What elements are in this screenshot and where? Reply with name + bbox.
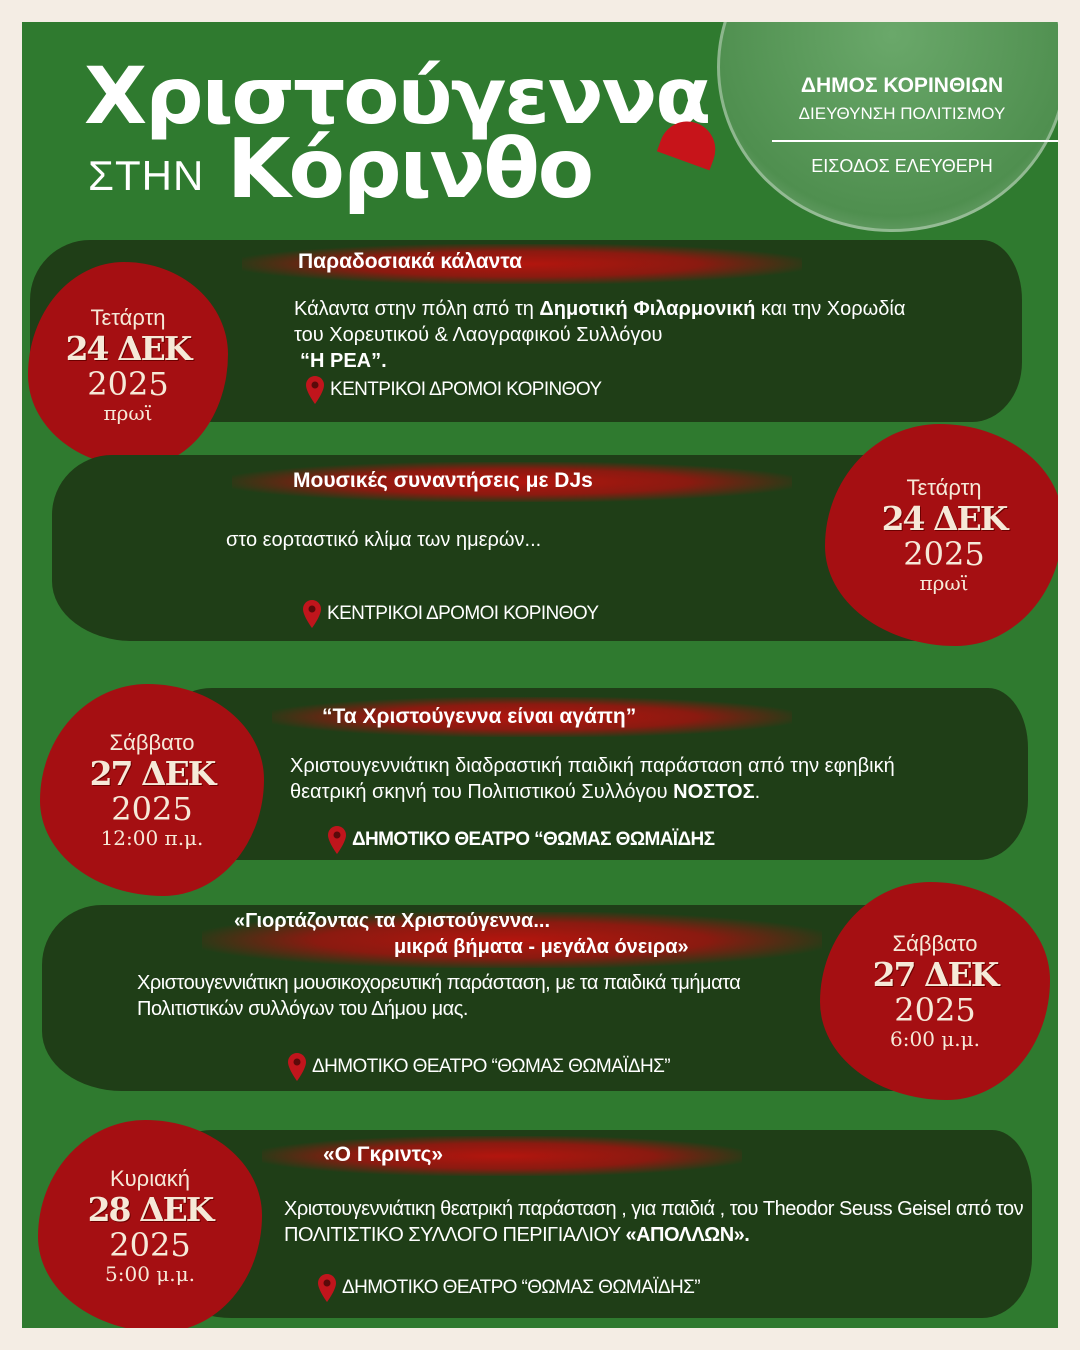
event-description: Χριστουγεννιάτικη θεατρική παράσταση , γ… [284,1196,1024,1248]
event-title: “Τα Χριστούγεννα είναι αγάπη” [322,705,637,728]
date: 27 ΔΕΚ [872,955,1000,994]
title-line2: Κόρινθο [227,122,594,217]
year: 2025 [87,364,169,403]
free-entry: ΕΙΣΟΔΟΣ ΕΛΕΥΘΕΡΗ [811,156,993,176]
desc-text: Κάλαντα στην πόλη από τη [294,298,540,320]
desc-text: και την Χορωδία του Χορευτικού & Λαογραφ… [294,298,906,346]
location-text: ΔΗΜΟΤΙΚΟ ΘΕΑΤΡΟ “ΘΩΜΑΣ ΘΩΜΑΪΔΗΣ [352,829,715,850]
event-title: «Γιορτάζοντας τα Χριστούγεννα... [234,910,551,932]
map-pin-icon [306,376,324,404]
title-band [232,462,792,502]
time: 5:00 μ.μ. [105,1262,195,1286]
day: Τετάρτη [906,475,982,500]
desc-bold: Δημοτική Φιλαρμονική [539,298,756,320]
department: ΔΙΕΥΘΥΝΣΗ ΠΟΛΙΤΙΣΜΟΥ [798,104,1006,123]
event-description: στο εορταστικό κλίμα των ημερών... [226,527,541,553]
map-pin-icon [288,1053,306,1081]
divider [772,140,1058,142]
map-pin-icon [318,1274,336,1302]
date: 28 ΔΕΚ [87,1190,215,1229]
time: 12:00 π.μ. [100,826,204,850]
date: 24 ΔΕΚ [65,328,193,368]
year: 2025 [894,991,976,1029]
title-band [262,1136,742,1176]
organizer-name: ΔΗΜΟΣ ΚΟΡΙΝΘΙΩΝ [800,74,1004,97]
title-band [202,912,822,968]
event-description: Κάλαντα στην πόλη από τη Δημοτική Φιλαρμ… [294,296,914,374]
time: πρωϊ [103,400,153,425]
year: 2025 [903,535,985,573]
location-text: ΔΗΜΟΤΙΚΟ ΘΕΑΤΡΟ “ΘΩΜΑΣ ΘΩΜΑΪΔΗΣ” [312,1056,671,1077]
desc-text: Χριστουγεννιάτικη διαδραστική παιδική πα… [290,755,895,803]
event-title-line2: μικρά βήματα - μεγάλα όνειρα» [394,936,689,958]
desc-text: . [754,781,761,803]
time: 6:00 μ.μ. [890,1027,980,1051]
date-badge: Τετάρτη 24 ΔΕΚ 2025 πρωϊ [825,424,1058,646]
map-pin-icon [328,826,346,854]
desc-bold: «ΑΠΟΛΛΩΝ». [625,1224,750,1246]
desc-text: στο εορταστικό κλίμα των ημερών... [226,529,542,551]
title-line1: Χριστούγεννα [84,52,711,142]
day: Κυριακή [109,1166,191,1191]
poster-panel: Χριστούγεννα ΣΤΗΝ Κόρινθο ΔΗΜΟΣ ΚΟΡΙΝΘΙΩ… [22,22,1058,1328]
year: 2025 [109,1226,191,1264]
location-text: ΚΕΝΤΡΙΚΟΙ ΔΡΟΜΟΙ ΚΟΡΙΝΘΟΥ [330,379,602,400]
title-band [242,244,802,284]
desc-text: Χριστουγεννιάτικη μουσικοχορευτική παράσ… [137,972,741,1020]
event-description: Χριστουγεννιάτικη διαδραστική παιδική πα… [290,753,970,805]
event-location: ΔΗΜΟΤΙΚΟ ΘΕΑΤΡΟ “ΘΩΜΑΣ ΘΩΜΑΪΔΗΣ” [288,1053,671,1081]
year: 2025 [111,790,193,828]
desc-text: Χριστουγεννιάτικη θεατρική παράσταση , γ… [284,1198,1024,1246]
date-badge: Κυριακή 28 ΔΕΚ 2025 5:00 μ.μ. [38,1120,262,1328]
event-location: ΚΕΝΤΡΙΚΟΙ ΔΡΟΜΟΙ ΚΟΡΙΝΘΟΥ [306,376,602,404]
day: Τετάρτη [90,304,166,330]
location-text: ΔΗΜΟΤΙΚΟ ΘΕΑΤΡΟ “ΘΩΜΑΣ ΘΩΜΑΪΔΗΣ” [342,1277,701,1298]
location-text: ΚΕΝΤΡΙΚΟΙ ΔΡΟΜΟΙ ΚΟΡΙΝΘΟΥ [327,603,599,624]
date: 24 ΔΕΚ [881,499,1009,538]
desc-bold: ΝΟΣΤΟΣ [673,781,755,803]
title-small: ΣΤΗΝ [88,152,205,199]
date: 27 ΔΕΚ [89,754,217,793]
event-title: Μουσικές συναντήσεις με DJs [293,469,593,492]
date-badge: Σάββατο 27 ΔΕΚ 2025 6:00 μ.μ. [820,882,1050,1100]
date-badge: Τετάρτη 24 ΔΕΚ 2025 πρωϊ [28,262,228,467]
time: πρωϊ [919,571,969,595]
day: Σάββατο [892,931,978,956]
event-description: Χριστουγεννιάτικη μουσικοχορευτική παράσ… [137,970,817,1022]
event-location: ΔΗΜΟΤΙΚΟ ΘΕΑΤΡΟ “ΘΩΜΑΣ ΘΩΜΑΪΔΗΣ [328,826,715,854]
map-pin-icon [303,600,321,628]
event-location: ΚΕΝΤΡΙΚΟΙ ΔΡΟΜΟΙ ΚΟΡΙΝΘΟΥ [303,600,599,628]
event-location: ΔΗΜΟΤΙΚΟ ΘΕΑΤΡΟ “ΘΩΜΑΣ ΘΩΜΑΪΔΗΣ” [318,1274,701,1302]
desc-bold: “Η ΡΕΑ”. [300,350,387,372]
event-title: «Ο Γκριντς» [323,1143,444,1166]
event-title: Παραδοσιακά κάλαντα [298,250,523,273]
organizer-block: ΔΗΜΟΣ ΚΟΡΙΝΘΙΩΝ ΔΙΕΥΘΥΝΣΗ ΠΟΛΙΤΙΣΜΟΥ ΕΙΣ… [762,74,1058,177]
title-band [272,697,792,737]
day: Σάββατο [109,730,195,755]
date-badge: Σάββατο 27 ΔΕΚ 2025 12:00 π.μ. [40,684,264,896]
